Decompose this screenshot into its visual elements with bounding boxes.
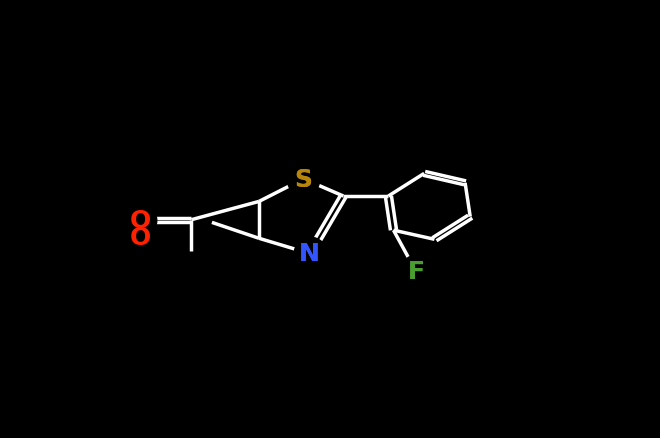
Text: N: N [299,242,320,266]
Text: O: O [130,225,151,249]
Text: F: F [407,260,424,284]
Text: S: S [294,167,312,191]
Text: N: N [299,242,320,266]
Text: O: O [129,208,151,232]
Text: F: F [407,260,424,284]
Text: S: S [294,167,312,191]
